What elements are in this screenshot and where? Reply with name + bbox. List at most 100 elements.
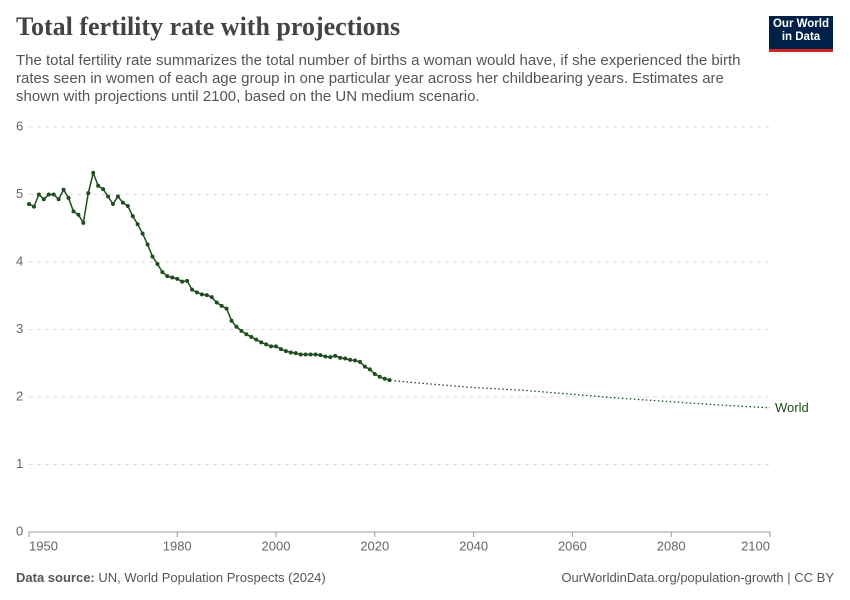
point	[219, 303, 224, 308]
point	[348, 357, 353, 362]
source-label: Data source:	[16, 570, 95, 585]
point	[298, 352, 303, 357]
point	[96, 183, 101, 188]
point	[110, 201, 115, 206]
point	[175, 276, 180, 281]
point	[264, 342, 269, 347]
point	[293, 351, 298, 356]
point	[194, 290, 199, 295]
point	[120, 200, 125, 205]
point	[254, 337, 259, 342]
point	[303, 352, 308, 357]
credit[interactable]: OurWorldinData.org/population-growth | C…	[561, 570, 834, 585]
point	[283, 349, 288, 354]
point	[288, 350, 293, 355]
point	[115, 194, 120, 199]
point	[353, 358, 358, 363]
point	[170, 275, 175, 280]
point	[160, 270, 165, 275]
point	[328, 355, 333, 360]
point	[269, 344, 274, 349]
point	[204, 293, 209, 298]
point	[367, 367, 372, 372]
point	[71, 209, 76, 214]
point	[224, 306, 229, 311]
point	[338, 355, 343, 360]
point	[36, 192, 41, 197]
point	[140, 231, 145, 236]
point	[66, 195, 71, 200]
chart-title: Total fertility rate with projections	[16, 12, 401, 41]
point	[51, 192, 56, 197]
point	[209, 295, 214, 300]
point	[239, 328, 244, 333]
point	[214, 300, 219, 305]
x-tick-label: 1950	[29, 538, 58, 553]
point	[333, 353, 338, 358]
series-label: World	[775, 400, 809, 415]
point	[135, 222, 140, 227]
point	[259, 340, 264, 345]
logo-line: Our World	[772, 18, 829, 30]
point	[155, 262, 160, 267]
projection-line	[394, 380, 771, 409]
point	[145, 242, 150, 247]
point	[362, 364, 367, 369]
point	[274, 344, 278, 349]
y-tick-label: 3	[16, 321, 23, 336]
source: Data source: UN, World Population Prospe…	[16, 570, 326, 585]
y-tick-label: 1	[16, 456, 23, 471]
point	[41, 197, 46, 202]
point	[165, 274, 170, 279]
point	[249, 334, 254, 339]
x-tick-label: 2040	[459, 538, 488, 553]
point	[357, 359, 362, 364]
point	[101, 187, 106, 192]
point	[46, 192, 51, 197]
point	[323, 354, 328, 359]
y-tick-label: 5	[16, 186, 23, 201]
point	[377, 374, 382, 379]
point	[31, 204, 36, 209]
point	[278, 347, 283, 352]
point	[382, 376, 387, 381]
source-text: UN, World Population Prospects (2024)	[98, 570, 326, 585]
point	[91, 170, 96, 175]
y-tick-label: 6	[16, 118, 23, 133]
x-tick-label: 2100	[741, 538, 770, 553]
logo-line: in Data	[781, 31, 821, 43]
point	[106, 194, 111, 199]
point	[86, 191, 91, 196]
point	[81, 220, 86, 225]
point	[130, 214, 135, 219]
point	[76, 212, 81, 217]
logo[interactable]: Our World in Data	[769, 16, 833, 52]
x-tick-label: 2060	[558, 538, 587, 553]
point	[308, 352, 313, 357]
chart: 0 1 2 3 4 5 6 1950 1980 2000 2020 2040 2060 2080 2100 W…	[16, 118, 809, 553]
point	[244, 332, 249, 337]
x-tick-label: 2000	[262, 538, 291, 553]
point	[387, 378, 392, 383]
point	[190, 287, 195, 292]
x-tick-label: 2020	[360, 538, 389, 553]
line	[28, 170, 390, 381]
point	[234, 324, 239, 329]
point	[125, 203, 130, 208]
point	[56, 197, 61, 202]
point	[343, 356, 348, 361]
point	[229, 318, 234, 323]
y-tick-label: 0	[16, 523, 23, 538]
x-tick-label: 2080	[657, 538, 686, 553]
point	[27, 201, 31, 206]
point	[199, 292, 204, 297]
point	[61, 187, 66, 192]
y-tick-label: 2	[16, 388, 23, 403]
point	[372, 372, 377, 377]
point	[180, 279, 185, 284]
point	[185, 278, 190, 283]
chart-subtitle: The total fertility rate summarizes the …	[16, 52, 741, 105]
point	[313, 352, 318, 357]
x-tick-label: 1980	[163, 538, 192, 553]
